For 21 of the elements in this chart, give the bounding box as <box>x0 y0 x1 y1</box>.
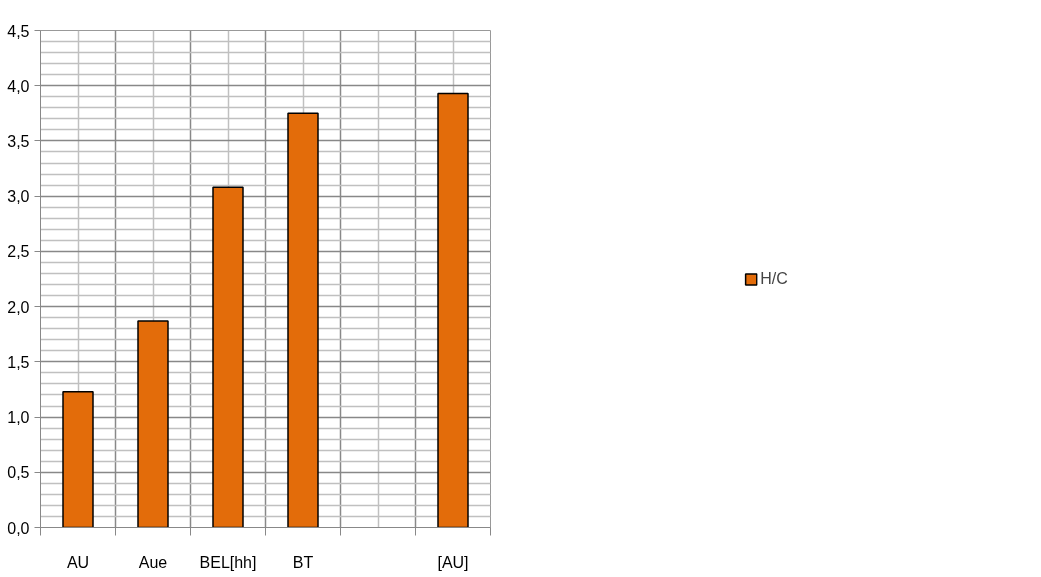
y-tick-label: 0,5 <box>7 464 30 482</box>
x-tick-label: BT <box>292 553 314 571</box>
x-tick-label: Aue <box>138 553 168 571</box>
bar <box>137 320 169 528</box>
legend-label: H/C <box>760 269 788 288</box>
y-tick-label: 1,5 <box>7 353 30 371</box>
y-tick-label: 1,0 <box>7 409 30 427</box>
bar <box>212 186 244 528</box>
y-tick-label: 2,5 <box>7 243 30 261</box>
y-tick-label: 3,5 <box>7 132 30 150</box>
y-tick-label: 2,0 <box>7 298 30 316</box>
y-tick-label: 4,5 <box>7 22 30 40</box>
x-tick-label: AU <box>66 553 90 571</box>
x-tick-label: BEL[hh] <box>199 553 257 571</box>
bar <box>62 390 94 528</box>
bar <box>437 92 469 528</box>
y-tick-label: 4,0 <box>7 77 30 95</box>
y-tick-label: 0,0 <box>7 519 30 537</box>
bar <box>287 112 319 528</box>
y-tick-label: 3,0 <box>7 188 30 206</box>
x-tick-label: [AU] <box>437 553 469 571</box>
